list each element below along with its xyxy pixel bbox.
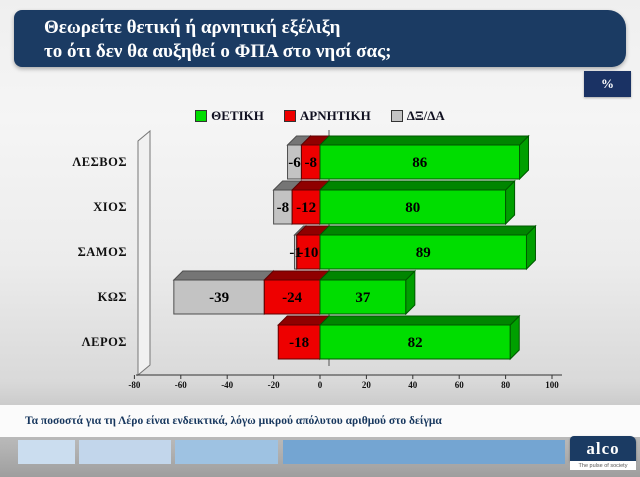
bar-value-label: -10 [298,245,318,261]
legend-label-negative: ΑΡΝΗΤΙΚΗ [299,108,371,123]
bar-negative-ΧΙΟΣ [291,189,321,225]
legend-label-dkda: ΔΞ/ΔΑ [406,108,445,123]
deco-bar-2 [79,440,171,464]
bar-value-label: 80 [405,200,420,216]
bar-top-face [318,180,516,191]
bar-top-face [172,270,275,281]
alco-logo-tagline: The pulse of society [570,461,636,470]
x-axis-tick-label: -80 [128,380,140,390]
alco-logo-text: alco [570,436,636,461]
x-axis-tick-label: -20 [268,380,280,390]
x-axis-tick-label: 0 [318,380,323,390]
category-label: ΧΙΟΣ [93,200,127,214]
bar-value-label: -8 [277,200,290,216]
bar-negative-ΚΩΣ [263,279,321,315]
bar-positive-ΣΑΜΟΣ [319,234,527,270]
bar-top-face [318,225,537,236]
bar-value-label: -1 [289,245,302,261]
footnote-text: Τα ποσοστά για τη Λέρο είναι ενδεικτικά,… [25,415,442,427]
title-line-2: το ότι δεν θα αυξηθεί ο ΦΠΑ στο νησί σας… [44,41,392,62]
x-axis-tick-label: 60 [455,380,465,390]
bar-value-label: -39 [209,290,229,306]
bar-top-face [318,135,530,146]
deco-bar-3 [175,440,278,464]
category-label: ΣΑΜΟΣ [78,245,127,259]
x-axis-tick-label: 40 [408,380,418,390]
bar-value-label: -8 [304,155,317,171]
bar-value-label: 82 [408,335,423,351]
deco-bar-1 [18,440,75,464]
axis-wall-3d [137,129,151,377]
bar-value-label: 86 [412,155,428,171]
bar-top-face [263,270,331,281]
x-axis-tick-label: -60 [175,380,187,390]
bar-top-face [318,315,521,326]
category-label: ΚΩΣ [98,290,127,304]
category-label: ΛΕΡΟΣ [82,335,127,349]
chart-legend: ΘΕΤΙΚΗ ΑΡΝΗΤΙΚΗ ΔΞ/ΔΑ [0,108,640,124]
title-bar: Θεωρείτε θετική ή αρνητική εξέλιξη το ότ… [14,10,626,67]
x-axis-tick-label: -40 [221,380,233,390]
x-axis-tick-label: 80 [501,380,511,390]
bar-positive-ΛΕΡΟΣ [319,324,511,360]
legend-swatch-negative-icon [283,110,296,122]
percent-badge: % [584,71,631,97]
bar-value-label: -24 [282,290,302,306]
bar-value-label: -12 [296,200,316,216]
legend-item-positive: ΘΕΤΙΚΗ [195,108,264,124]
title-line-1: Θεωρείτε θετική ή αρνητική εξέλιξη [44,17,341,38]
legend-label-positive: ΘΕΤΙΚΗ [211,108,264,123]
legend-item-negative: ΑΡΝΗΤΙΚΗ [283,108,371,124]
bar-value-label: 37 [355,290,371,306]
x-axis-tick-label: 100 [545,380,559,390]
bar-value-label: 89 [416,245,431,261]
legend-swatch-positive-icon [195,110,208,122]
legend-swatch-dkda-icon [390,110,403,122]
alco-logo: alco The pulse of society [570,436,636,470]
bar-value-label: -6 [288,155,301,171]
bar-top-face [318,270,417,281]
category-label: ΛΕΣΒΟΣ [72,155,127,169]
bar-positive-ΛΕΣΒΟΣ [319,144,521,180]
bar-positive-ΧΙΟΣ [319,189,507,225]
bar-value-label: -18 [289,335,309,351]
x-axis-tick-label: 20 [362,380,372,390]
footnote-bar: Τα ποσοστά για τη Λέρο είναι ενδεικτικά,… [0,405,640,437]
legend-item-dkda: ΔΞ/ΔΑ [390,108,445,124]
deco-bar-4 [283,440,565,464]
